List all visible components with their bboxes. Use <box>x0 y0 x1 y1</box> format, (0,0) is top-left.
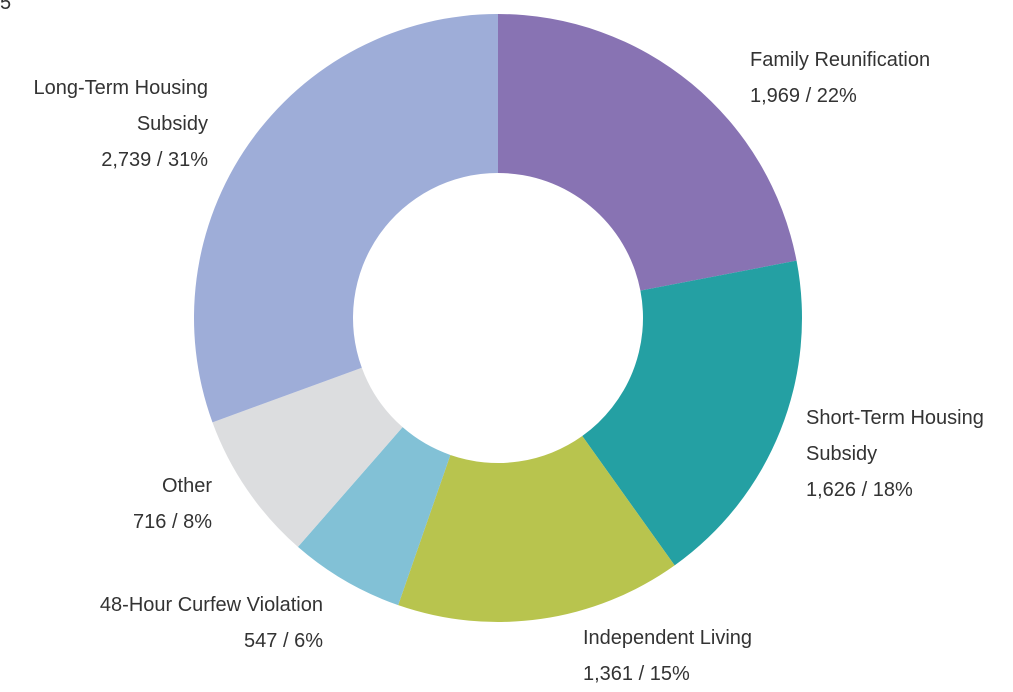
slice <box>398 436 675 623</box>
slice <box>498 14 797 291</box>
slice <box>297 427 451 606</box>
value-label: 547 / 6% <box>244 630 323 652</box>
annotation: 5 <box>0 0 12 14</box>
slice-label: Other 716 / 8% <box>12 468 212 540</box>
category-label: Independent Living <box>583 627 753 649</box>
slice-label: Short-Term Housing Subsidy 1,626 / 18% <box>806 400 1006 508</box>
slice-label: 48-Hour Curfew Violation 547 / 6% <box>13 587 323 659</box>
slice-label: Independent Living 1,361 / 15% <box>583 620 843 692</box>
value-label: 1,361 / 15% <box>583 663 690 685</box>
category-label: Other <box>161 475 212 497</box>
category-label: Long-Term Housing Subsidy <box>33 77 208 135</box>
slice <box>212 367 403 547</box>
slice <box>193 13 498 423</box>
slice-label: Family Reunification 1,969 / 22% <box>750 42 1010 114</box>
category-label: 48-Hour Curfew Violation <box>99 594 323 616</box>
slice-label: Long-Term Housing Subsidy 2,739 / 31% <box>8 70 208 178</box>
value-label: 1,626 / 18% <box>806 479 913 501</box>
slice <box>582 260 802 566</box>
value-label: 2,739 / 31% <box>101 149 208 171</box>
category-label: Short-Term Housing Subsidy <box>806 407 984 465</box>
category-label: Family Reunification <box>750 49 931 71</box>
value-label: 716 / 8% <box>133 511 212 533</box>
value-label: 1,969 / 22% <box>750 85 857 107</box>
